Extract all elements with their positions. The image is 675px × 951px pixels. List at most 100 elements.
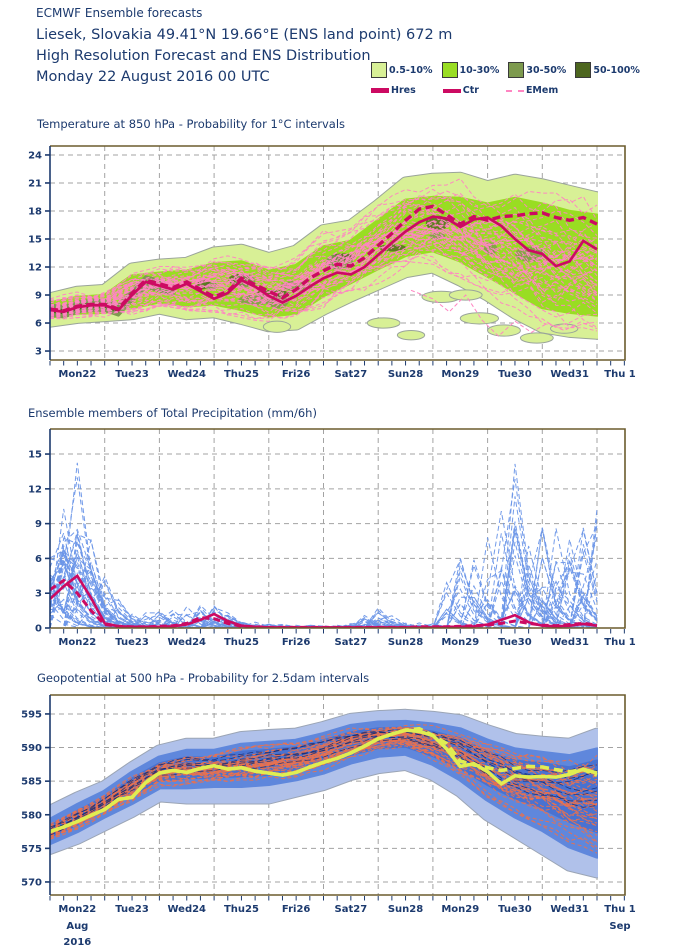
ensemble-member-line xyxy=(50,537,598,628)
geopotential-chart-title: Geopotential at 500 hPa - Probability fo… xyxy=(37,671,370,685)
plot-frame xyxy=(50,428,626,629)
ensemble-member-line xyxy=(50,731,598,828)
x-day-label: Sat27 xyxy=(335,369,368,380)
ensemble-member-line xyxy=(50,528,598,628)
x-day-label: Wed31 xyxy=(550,369,589,380)
line-legend-row: Hres Ctr EMem xyxy=(371,85,649,96)
y-tick-label: 6 xyxy=(35,554,42,565)
x-day-label: Sat27 xyxy=(335,637,368,648)
header: ECMWF Ensemble forecasts Liesek, Slovaki… xyxy=(36,6,452,88)
y-tick-label: 0 xyxy=(35,624,42,635)
plot-data xyxy=(50,171,598,344)
total-precipitation-chart: 0 3 6 9 12 15 Mon22 Tue23 Wed24 Thu25 Fri26 Sat27 Su… xyxy=(28,428,636,648)
ensemble-member-line xyxy=(50,238,598,328)
x-day-label: Sat27 xyxy=(335,904,368,915)
ensemble-member-line xyxy=(50,734,598,835)
y-tick-label: 21 xyxy=(28,178,42,189)
x-day-label: Wed24 xyxy=(167,904,206,915)
temperature-850hpa-chart: 3 6 9 12 15 18 21 24 Mon22 Tue23 Wed24 Thu25 Fri26 Sa… xyxy=(28,145,636,380)
x-day-label: Tue23 xyxy=(115,904,149,915)
legend-label: Hres xyxy=(391,85,416,96)
x-day-label: Thu25 xyxy=(224,369,259,380)
x-day-label: Wed24 xyxy=(167,369,206,380)
ensemble-member-line xyxy=(50,246,598,317)
x-minor-ticks xyxy=(49,629,625,634)
x-minor-ticks xyxy=(49,896,625,901)
y-tick-label: 6 xyxy=(35,319,42,330)
plot-frame xyxy=(50,694,626,896)
subtitle-line: High Resolution Forecast and ENS Distrib… xyxy=(36,48,371,64)
ensemble-member-line xyxy=(50,732,598,835)
ensemble-member-line xyxy=(50,737,598,831)
ensemble-member-line xyxy=(50,206,598,310)
x-day-label: Wed24 xyxy=(167,637,206,648)
legend-label: 0.5-10% xyxy=(389,64,433,76)
probability-legend-row: 0.5-10% 10-30% 30-50% 50-100% xyxy=(371,62,649,78)
ensemble-member-line xyxy=(50,737,598,832)
ensemble-member-line xyxy=(410,289,598,337)
ensemble-member-line xyxy=(50,561,597,628)
ensemble-member-line xyxy=(50,739,598,850)
y-tick-label: 12 xyxy=(28,263,42,274)
hres-line xyxy=(50,726,598,834)
product-title: ECMWF Ensemble forecasts xyxy=(36,6,203,20)
legend-label: EMem xyxy=(525,85,559,96)
ctr-line-icon xyxy=(442,88,461,93)
legend-item-hres: Hres xyxy=(371,85,416,96)
plot-data xyxy=(50,708,598,879)
outlier-blob xyxy=(459,312,500,325)
x-day-label: Thu 1 xyxy=(604,637,636,648)
ensemble-member-line xyxy=(50,232,598,302)
outlier-blob xyxy=(487,324,521,337)
x-day-label: Thu25 xyxy=(224,637,259,648)
ensemble-member-line xyxy=(50,745,598,854)
ensemble-member-line xyxy=(50,244,598,319)
x-day-label: Mon22 xyxy=(58,637,96,648)
legend-label: 30-50% xyxy=(526,64,567,76)
x-day-label: Thu 1 xyxy=(604,904,636,915)
outlier-blob xyxy=(396,329,426,341)
ensemble-member-line xyxy=(50,203,598,316)
ensemble-member-line xyxy=(50,549,598,628)
y-tick-label: 585 xyxy=(21,777,42,788)
x-day-label: Tue23 xyxy=(115,369,149,380)
ensemble-member-line xyxy=(50,235,598,322)
x-day-label: Tue30 xyxy=(498,904,532,915)
x-day-label: Tue30 xyxy=(498,637,532,648)
y-tick-label: 24 xyxy=(28,150,42,161)
emem-line-icon xyxy=(505,89,524,92)
ensemble-member-line xyxy=(50,229,598,304)
x-day-label: Mon29 xyxy=(441,369,479,380)
precipitation-chart-title: Ensemble members of Total Precipitation … xyxy=(28,406,317,420)
ensemble-member-line xyxy=(50,558,597,628)
x-month-label: 2016 xyxy=(63,937,91,948)
x-minor-ticks xyxy=(49,361,625,366)
ensemble-member-line xyxy=(50,740,598,836)
ensemble-member-line xyxy=(50,199,598,307)
y-tick-label: 15 xyxy=(28,234,42,245)
x-day-label: Thu25 xyxy=(224,904,259,915)
x-day-label: Sun28 xyxy=(388,904,423,915)
ensemble-member-line xyxy=(50,730,598,827)
location-line: Liesek, Slovakia 49.41°N 19.66°E (ENS la… xyxy=(36,27,453,43)
ensemble-member-line xyxy=(50,741,598,843)
hres-line xyxy=(50,204,598,313)
ensemble-member-line xyxy=(50,737,598,830)
hres-line-icon xyxy=(371,88,389,93)
y-tick-label: 9 xyxy=(35,291,42,302)
x-day-label: Tue30 xyxy=(498,369,532,380)
x-day-label: Fri26 xyxy=(282,637,311,648)
x-day-label: Sun28 xyxy=(388,637,423,648)
x-day-label: Mon22 xyxy=(58,904,96,915)
ensemble-member-line xyxy=(50,731,598,832)
ensemble-member-line xyxy=(50,731,598,830)
ensemble-member-line xyxy=(50,727,598,826)
legend-item-ctr: Ctr xyxy=(442,85,479,96)
ensemble-member-line xyxy=(50,477,598,628)
ensemble-member-line xyxy=(50,231,598,311)
prob-swatch-0510-icon xyxy=(371,62,387,78)
ensemble-member-line xyxy=(50,533,598,628)
legend-label: 50-100% xyxy=(593,64,640,76)
